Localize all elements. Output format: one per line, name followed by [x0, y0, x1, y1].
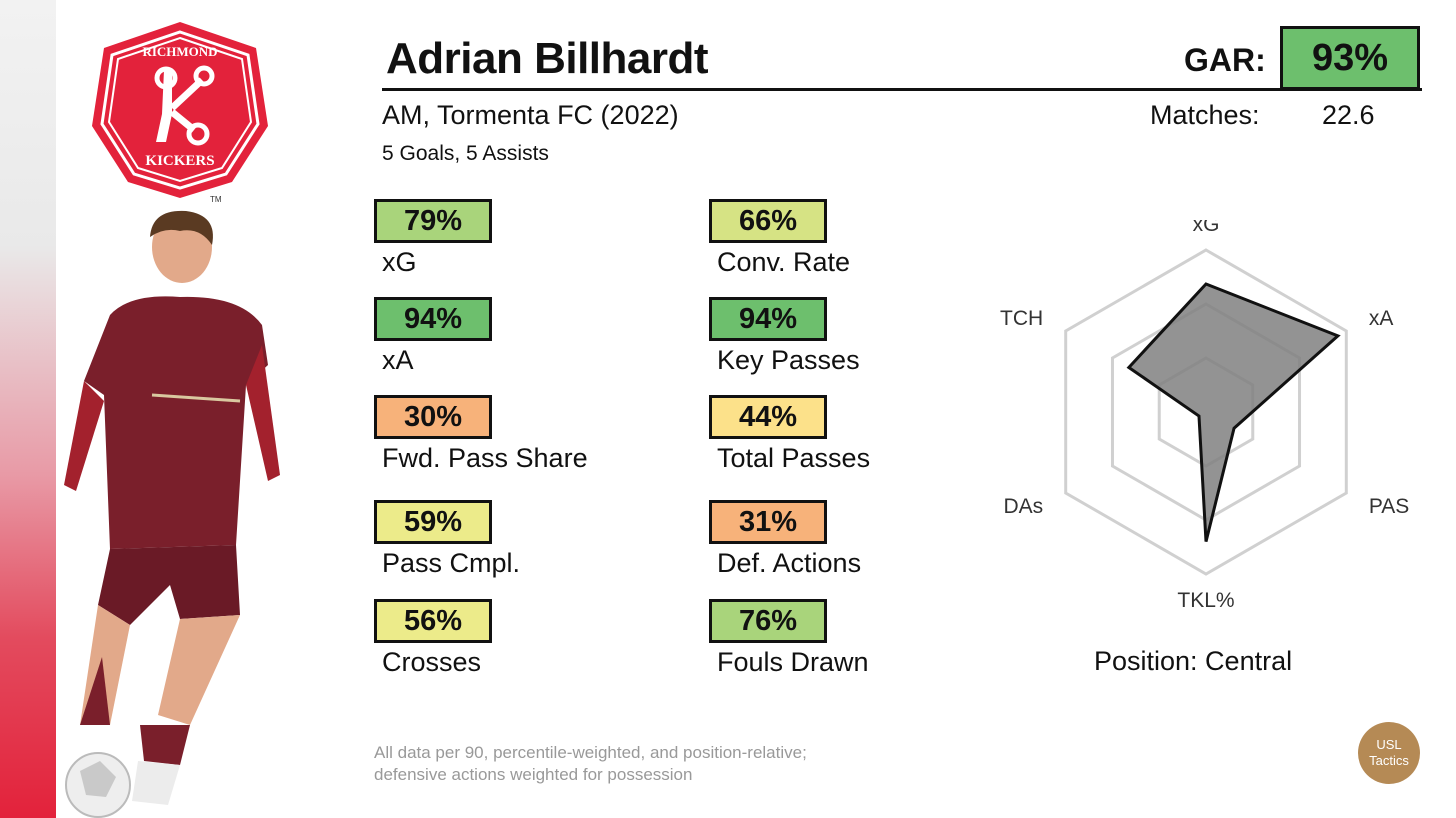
metric-key-passes-label: Key Passes: [717, 345, 860, 375]
radar-axis-label-pas: PAS: [1369, 495, 1409, 518]
radar-axis-label-xa: xA: [1369, 307, 1394, 330]
metric-total-passes-value: 44%: [709, 395, 827, 439]
metric-xa-value: 94%: [374, 297, 492, 341]
logo-top-text: RICHMOND: [142, 44, 217, 59]
metric-fwd-pass-share: 30% Fwd. Pass Share: [374, 395, 682, 474]
player-subtitle: AM, Tormenta FC (2022): [382, 100, 679, 130]
metric-xa-label: xA: [382, 345, 414, 375]
metric-fouls-drawn: 76% Fouls Drawn: [709, 599, 1017, 678]
metric-xa: 94% xA: [374, 297, 682, 376]
metric-pass-cmpl-label: Pass Cmpl.: [382, 548, 521, 578]
radar-axis-labels: xG xA PAS TKL% DAs TCH: [1000, 220, 1409, 612]
metric-def-actions-value: 31%: [709, 500, 827, 544]
footnote-line-2: defensive actions weighted for possessio…: [374, 765, 693, 784]
gar-label: GAR:: [1184, 42, 1266, 78]
metric-def-actions-label: Def. Actions: [717, 548, 862, 578]
metric-key-passes: 94% Key Passes: [709, 297, 1017, 376]
metric-xg-label: xG: [382, 247, 417, 277]
logo-bottom-text: KICKERS: [145, 153, 214, 169]
footnote: All data per 90, percentile-weighted, an…: [374, 742, 807, 786]
metric-fouls-drawn-value: 76%: [709, 599, 827, 643]
metric-fwd-pass-share-label: Fwd. Pass Share: [382, 443, 588, 473]
metric-conv-rate-value: 66%: [709, 199, 827, 243]
radar-grid-ring: [1064, 248, 1348, 576]
metric-def-actions: 31% Def. Actions: [709, 500, 1017, 579]
player-name: Adrian Billhardt: [386, 34, 709, 83]
radar-axis-label-xg: xG: [1193, 220, 1220, 236]
side-gradient-band: [0, 0, 56, 818]
radar-data-polygon: [1126, 282, 1341, 542]
badge-line-2: Tactics: [1369, 753, 1409, 768]
metric-crosses-value: 56%: [374, 599, 492, 643]
radar-axis-label-das: DAs: [1003, 495, 1043, 518]
metric-crosses: 56% Crosses: [374, 599, 682, 678]
metric-fouls-drawn-label: Fouls Drawn: [717, 647, 869, 677]
usl-tactics-badge: USL Tactics: [1358, 722, 1420, 784]
metric-total-passes-label: Total Passes: [717, 443, 871, 473]
metric-conv-rate: 66% Conv. Rate: [709, 199, 1017, 278]
matches-value: 22.6: [1322, 100, 1375, 130]
goals-assists: 5 Goals, 5 Assists: [382, 142, 549, 165]
metric-xg-value: 79%: [374, 199, 492, 243]
matches-label: Matches:: [1150, 100, 1260, 130]
position-text: Position: Central: [1094, 646, 1293, 676]
radar-chart: xG xA PAS TKL% DAs TCH: [1000, 220, 1409, 612]
gar-value-box: 93%: [1280, 26, 1420, 90]
metric-xg: 79% xG: [374, 199, 682, 278]
metric-pass-cmpl: 59% Pass Cmpl.: [374, 500, 682, 579]
metric-key-passes-value: 94%: [709, 297, 827, 341]
metric-total-passes: 44% Total Passes: [709, 395, 1017, 474]
footnote-line-1: All data per 90, percentile-weighted, an…: [374, 743, 807, 762]
metric-conv-rate-label: Conv. Rate: [717, 247, 851, 277]
radar-axis-label-tkl: TKL%: [1177, 589, 1234, 612]
header-divider: [382, 88, 1422, 91]
richmond-kickers-logo: RICHMOND KICKERS TM: [92, 22, 268, 204]
radar-axis-label-tch: TCH: [1000, 307, 1043, 330]
metric-pass-cmpl-value: 59%: [374, 500, 492, 544]
metric-crosses-label: Crosses: [382, 647, 482, 677]
metric-fwd-pass-share-value: 30%: [374, 395, 492, 439]
badge-line-1: USL: [1376, 737, 1402, 752]
logo-trademark: TM: [210, 195, 222, 204]
player-photo: [64, 210, 280, 818]
